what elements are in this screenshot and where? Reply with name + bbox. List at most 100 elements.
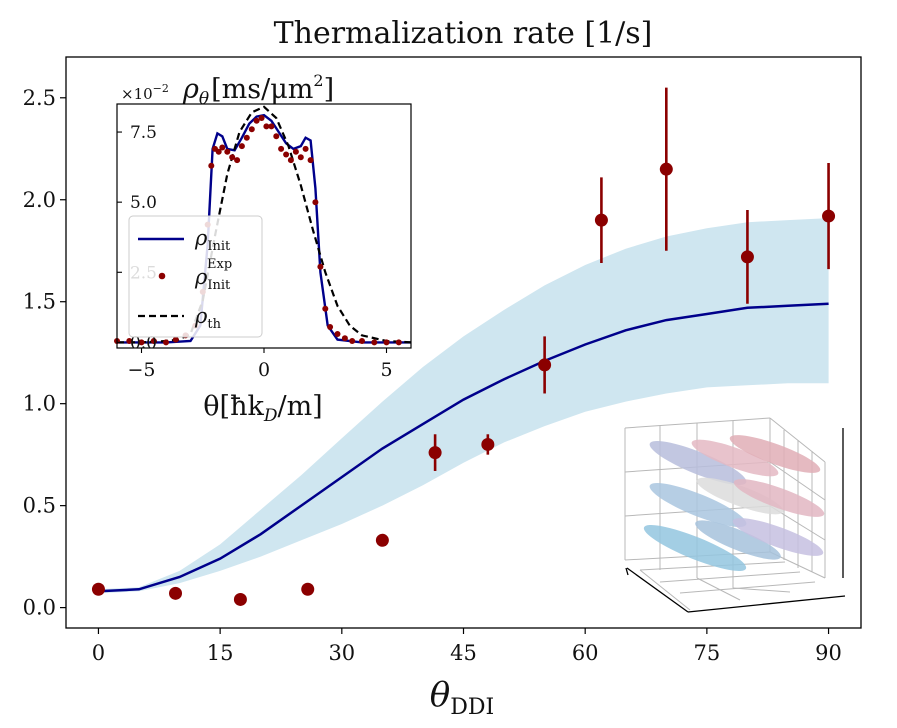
experiment-point bbox=[538, 358, 552, 372]
ellipsoid-lattice-illustration bbox=[624, 417, 846, 613]
confidence-band-group bbox=[98, 218, 829, 594]
rho-exp-point bbox=[268, 123, 275, 130]
x-axis-label: θDDI bbox=[430, 675, 494, 720]
experiment-point bbox=[740, 250, 754, 264]
experiment-points-group bbox=[91, 87, 836, 606]
x-tick-label: 75 bbox=[694, 641, 721, 665]
inset-title: ρθ[ms/μm2] bbox=[182, 71, 334, 109]
experiment-point bbox=[659, 162, 673, 176]
rho-exp-point bbox=[224, 148, 231, 155]
inset-legend: ρInit ρInit Exp ρth bbox=[128, 215, 263, 338]
rho-exp-point bbox=[253, 117, 260, 124]
rho-exp-point bbox=[208, 162, 215, 169]
legend-exp-symbol: ρ bbox=[194, 265, 208, 289]
rho-exp-point bbox=[273, 133, 280, 140]
inset-x-axis-label: θ[ħkD/m] bbox=[203, 391, 322, 426]
y-tick-label: 1.5 bbox=[23, 290, 56, 314]
inset-y-tick-label: 5.0 bbox=[130, 193, 157, 213]
inset-scale-base: ×10 bbox=[121, 85, 153, 103]
legend-exp-sup: Exp bbox=[207, 257, 232, 272]
rho-exp-point bbox=[263, 123, 270, 130]
x-tick-label: 90 bbox=[815, 641, 842, 665]
rho-exp-point bbox=[327, 324, 334, 330]
rho-exp-point bbox=[163, 339, 169, 346]
legend-label-th: ρth bbox=[194, 304, 222, 332]
inset-x-tick-label: −5 bbox=[127, 359, 155, 381]
y-tick-label: 1.0 bbox=[23, 392, 56, 416]
x-tick-label: 30 bbox=[328, 641, 355, 665]
inset-x-label-sub: D bbox=[263, 406, 278, 426]
rho-exp-point bbox=[283, 151, 290, 158]
experiment-point bbox=[169, 586, 183, 600]
rho-exp-point bbox=[349, 338, 356, 344]
rho-exp-point bbox=[395, 339, 402, 346]
rho-exp-point bbox=[278, 145, 285, 152]
x-axis-label-sub: DDI bbox=[450, 695, 494, 720]
rho-exp-point bbox=[312, 199, 319, 206]
experiment-point bbox=[375, 533, 389, 547]
experiment-point bbox=[301, 582, 315, 596]
confidence-band bbox=[98, 218, 829, 594]
main-x-ticks: 0 15 30 45 60 75 90 bbox=[92, 628, 842, 665]
legend-th-sub: th bbox=[207, 317, 221, 332]
rho-exp-point bbox=[341, 335, 348, 342]
rho-exp-point bbox=[287, 157, 294, 164]
inset-scale-label: ×10−2 bbox=[121, 82, 169, 103]
experiment-point bbox=[822, 209, 836, 223]
rho-exp-point bbox=[383, 339, 390, 346]
legend-label-init: ρInit bbox=[194, 226, 231, 254]
rho-exp-point bbox=[307, 157, 314, 164]
rho-exp-point bbox=[234, 157, 241, 164]
legend-box bbox=[128, 215, 263, 338]
chart-title: Thermalization rate [1/s] bbox=[274, 16, 653, 51]
x-tick-label: 45 bbox=[450, 641, 477, 665]
rho-exp-point bbox=[229, 154, 236, 161]
rho-exp-point bbox=[219, 144, 226, 151]
experiment-point bbox=[233, 592, 247, 606]
legend-exp-sub: Init bbox=[207, 278, 231, 293]
inset-scale-exp: −2 bbox=[153, 82, 169, 95]
rho-exp-point bbox=[292, 148, 299, 155]
rho-exp-point bbox=[322, 305, 329, 312]
rho-exp-point bbox=[238, 143, 245, 150]
rho-exp-point bbox=[126, 338, 133, 344]
y-tick-label: 2.0 bbox=[23, 188, 56, 212]
y-tick-label: 2.5 bbox=[23, 86, 56, 110]
legend-th-symbol: ρ bbox=[194, 304, 208, 328]
theory-line-group bbox=[98, 302, 829, 593]
rho-exp-point bbox=[243, 134, 250, 141]
rho-th-line bbox=[117, 105, 412, 344]
rho-exp-point bbox=[248, 126, 255, 133]
experiment-point bbox=[428, 446, 442, 460]
rho-exp-point bbox=[334, 331, 341, 337]
inset-title-unit: [ms/μm bbox=[211, 74, 313, 105]
inset-y-tick-label: 7.5 bbox=[130, 123, 157, 143]
experiment-point bbox=[91, 582, 105, 596]
rho-exp-point bbox=[258, 115, 265, 121]
inset-title-unit-sup: 2 bbox=[313, 71, 323, 90]
rho-exp-point bbox=[297, 154, 304, 161]
experiment-point bbox=[481, 437, 495, 451]
legend-init-sub: Init bbox=[207, 239, 231, 254]
rho-exp-point bbox=[215, 148, 222, 155]
x-tick-label: 60 bbox=[572, 641, 599, 665]
x-axis-label-symbol: θ bbox=[430, 675, 450, 715]
rho-exp-point bbox=[359, 338, 365, 344]
inset-x-ticks: −5 0 5 bbox=[127, 348, 393, 381]
legend-init-symbol: ρ bbox=[194, 226, 208, 250]
inset-title-symbol: ρ bbox=[182, 74, 199, 105]
legend-label-exp: ρInit bbox=[194, 265, 231, 293]
rho-exp-point bbox=[371, 339, 378, 346]
inset-x-tick-label: 0 bbox=[258, 359, 270, 381]
rho-exp-point bbox=[138, 339, 145, 346]
rho-exp-point bbox=[302, 145, 309, 152]
rho-exp-point bbox=[317, 263, 324, 270]
rho-exp-point bbox=[150, 338, 157, 344]
y-tick-label: 0.5 bbox=[23, 494, 56, 518]
main-y-ticks: 0.0 0.5 1.0 1.5 2.0 2.5 bbox=[23, 86, 66, 620]
legend-swatch-exp bbox=[158, 272, 166, 280]
y-tick-label: 0.0 bbox=[23, 596, 56, 620]
inset-title-sub: θ bbox=[199, 89, 209, 109]
theory-line bbox=[98, 302, 829, 593]
